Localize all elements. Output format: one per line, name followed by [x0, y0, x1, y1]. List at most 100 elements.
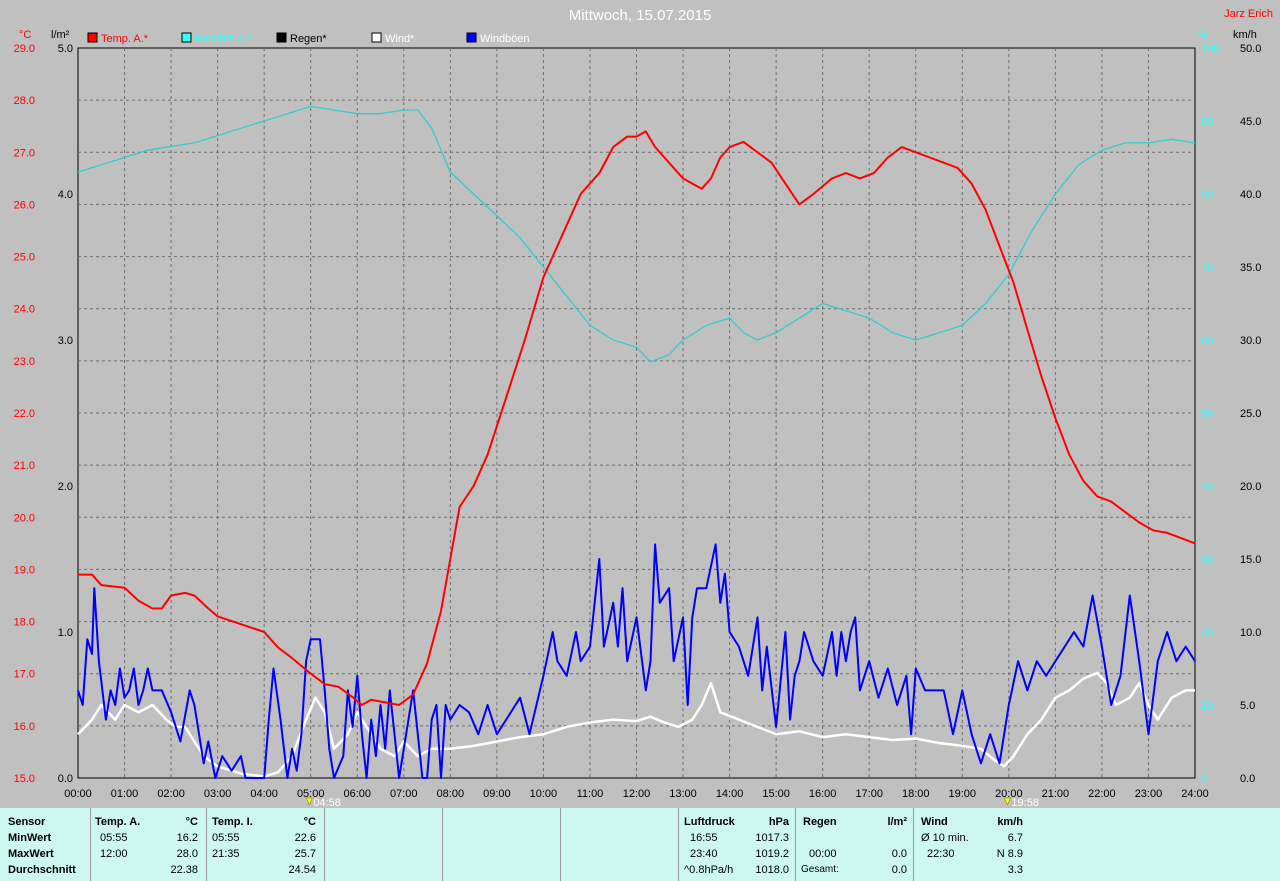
sensor-header: Sensor — [8, 816, 46, 828]
humidity-legend-swatch — [181, 32, 192, 43]
time-tick-label: 15:00 — [762, 788, 790, 800]
wind-axis: 0.0 5.0 10.0 15.0 20.0 25.0 30.0 35.0 40.0 45.0 50… — [1240, 43, 1261, 785]
temp-axis: 15.0 16.0 17.0 18.0 19.0 20.0 21.0 22.0 23.0 24.0… — [14, 43, 35, 785]
time-tick-label: 11:00 — [577, 788, 604, 800]
time-tick-label: 03:00 — [204, 788, 232, 800]
temp-tick-label: 15.0 — [14, 773, 35, 785]
time-tick-label: 02:00 — [157, 788, 185, 800]
time-tick-label: 09:00 — [483, 788, 511, 800]
time-tick-label: 16:00 — [809, 788, 837, 800]
series-line-feuchte-a — [77, 105, 1196, 363]
time-tick-label: 13:00 — [669, 788, 697, 800]
time-tick-label: 20:00 — [995, 788, 1023, 800]
humidity-tick-label: 70 — [1201, 262, 1213, 274]
wind-tick-label: 40.0 — [1240, 189, 1261, 201]
time-tick-label: 01:00 — [111, 788, 139, 800]
temp-i-unit: °C — [303, 816, 316, 828]
wind-tick-label: 20.0 — [1240, 481, 1261, 493]
pressure-max-value: 1019.2 — [755, 848, 789, 860]
temp-a-header: Temp. A. — [95, 816, 141, 828]
gusts-legend-label: Windböen — [480, 33, 530, 45]
temp-i-average: 24.54 — [288, 864, 316, 876]
wind-header: Wind — [921, 816, 948, 828]
temp-tick-label: 16.0 — [14, 721, 35, 733]
sun-marker-icon — [1004, 797, 1011, 806]
wind-max-value: N 8.9 — [996, 848, 1023, 860]
wind-tick-label: 35.0 — [1240, 262, 1261, 274]
humidity-legend-label: Feuchte A.* — [195, 33, 253, 45]
humidity-tick-label: 100 — [1201, 43, 1219, 55]
wind-tick-label: 0.0 — [1240, 773, 1255, 785]
time-tick-label: 05:00 — [297, 788, 325, 800]
pressure-unit: hPa — [768, 816, 789, 828]
rain-header: Regen — [803, 816, 837, 828]
gusts-legend-swatch — [466, 32, 477, 43]
time-tick-label: 06:00 — [343, 788, 371, 800]
humidity-tick-label: 80 — [1201, 189, 1213, 201]
rain-max-time: 00:00 — [809, 848, 837, 860]
wind-avg-10-value: 6.7 — [1007, 832, 1023, 844]
temp-a-min-time: 05:55 — [100, 832, 128, 844]
temp-a-unit: °C — [185, 816, 198, 828]
temp-a-min-value: 16.2 — [176, 832, 198, 844]
rain-tick-label: 4.0 — [58, 189, 73, 201]
wind-tick-label: 50.0 — [1240, 43, 1261, 55]
temp-tick-label: 23.0 — [14, 356, 35, 368]
wind-average: 3.3 — [1007, 864, 1023, 876]
temp-tick-label: 29.0 — [14, 43, 35, 55]
stats-wind-column: Wind km/h Ø 10 min. 6.7 22:30 N 8.9 3.3 — [913, 808, 1033, 881]
humidity-unit-label: % — [1198, 29, 1208, 41]
time-tick-label: 00:00 — [64, 788, 92, 800]
stats-empty-column-3 — [560, 808, 679, 881]
stats-pressure-column: Luftdruck hPa 16:55 1017.3 23:40 1019.2 … — [678, 808, 796, 881]
humidity-tick-label: 0 — [1201, 773, 1207, 785]
rain-total: 0.0 — [891, 864, 907, 876]
sun-marker-icon — [305, 797, 313, 806]
rain-tick-label: 2.0 — [58, 481, 73, 493]
wind-avg-10-label: Ø 10 min. — [921, 832, 969, 844]
rain-tick-label: 5.0 — [58, 43, 73, 55]
series-line-temp-a — [78, 130, 1196, 706]
stats-temp-i-column: Temp. I. °C 05:55 22.6 21:35 25.7 24.54 — [206, 808, 325, 881]
sun-marker-label: 19:58 — [1011, 797, 1039, 808]
chart-series — [77, 105, 1196, 779]
temp-i-max-time: 21:35 — [212, 848, 240, 860]
temp-i-min-time: 05:55 — [212, 832, 240, 844]
time-tick-label: 19:00 — [949, 788, 977, 800]
wind-tick-label: 25.0 — [1240, 408, 1261, 420]
wind-tick-label: 5.0 — [1240, 700, 1255, 712]
temp-a-average: 22.38 — [170, 864, 198, 876]
pressure-header: Luftdruck — [684, 816, 735, 828]
wind-legend-label: Wind* — [385, 33, 415, 45]
chart-title: Mittwoch, 15.07.2015 — [569, 7, 712, 24]
author-label: Jarz Erich — [1224, 8, 1273, 20]
rain-axis: 0.0 1.0 2.0 3.0 4.0 5.0 — [58, 43, 73, 785]
humidity-tick-label: 40 — [1201, 481, 1213, 493]
rain-legend-swatch — [276, 32, 287, 43]
rain-max-value: 0.0 — [891, 848, 907, 860]
wind-max-time: 22:30 — [927, 848, 955, 860]
sun-markers: 04:58 19:58 — [305, 797, 1039, 808]
temp-i-min-value: 22.6 — [294, 832, 316, 844]
pressure-average: 1018.0 — [755, 864, 789, 876]
chart-legend: Temp. A.* Feuchte A.* Regen* Wind* Windb… — [87, 32, 530, 45]
rain-tick-label: 1.0 — [58, 627, 73, 639]
time-tick-label: 22:00 — [1088, 788, 1116, 800]
time-tick-label: 14:00 — [716, 788, 744, 800]
pressure-trend: ^0.8hPa/h — [684, 864, 734, 876]
stats-empty-column-1 — [324, 808, 443, 881]
statistics-panel: Sensor MinWert MaxWert Durchschnitt Temp… — [0, 808, 1280, 881]
temp-unit-label: °C — [19, 29, 31, 41]
temp-i-max-value: 25.7 — [294, 848, 316, 860]
temp-tick-label: 19.0 — [14, 564, 35, 576]
stats-empty-column-2 — [442, 808, 561, 881]
chart-grid — [78, 48, 1195, 778]
sun-marker-label: 04:58 — [313, 797, 341, 808]
stats-sensor-column: Sensor MinWert MaxWert Durchschnitt — [0, 808, 91, 881]
humidity-tick-label: 90 — [1201, 116, 1213, 128]
humidity-tick-label: 30 — [1201, 554, 1213, 566]
temp-legend-swatch — [87, 32, 98, 43]
temp-tick-label: 22.0 — [14, 408, 35, 420]
series-line-wind — [77, 671, 1195, 778]
humidity-tick-label: 60 — [1201, 335, 1213, 347]
